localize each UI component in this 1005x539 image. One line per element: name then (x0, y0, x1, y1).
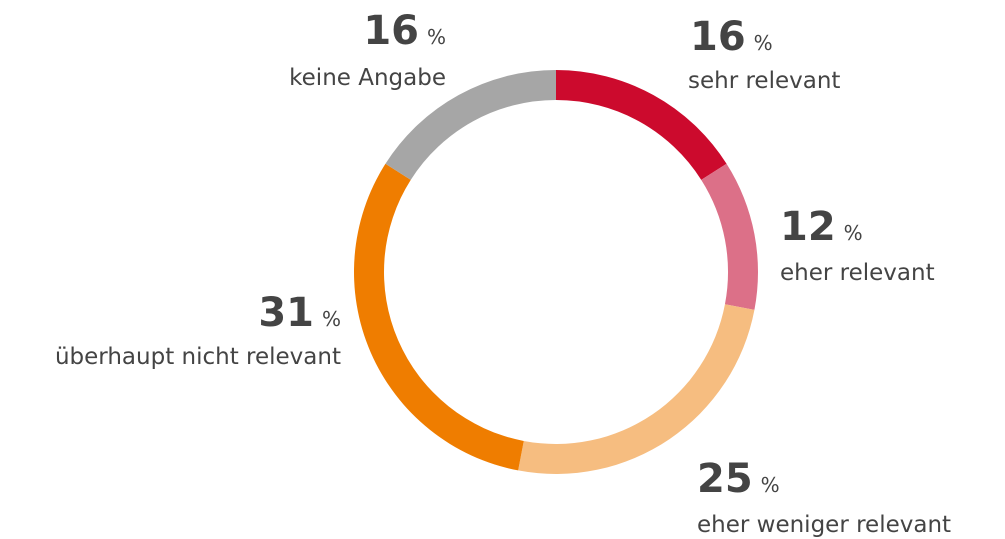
category-label: überhaupt nicht relevant (55, 344, 341, 370)
donut-segment (385, 70, 556, 180)
value-label: 12% (780, 204, 863, 250)
value-number: 16 (363, 8, 419, 54)
value-unit: % (844, 221, 863, 245)
value-label: 25% (697, 456, 780, 502)
donut-segment (556, 70, 727, 180)
value-label: 16% (363, 8, 446, 54)
category-label: eher weniger relevant (697, 512, 951, 538)
value-unit: % (754, 31, 773, 55)
value-unit: % (427, 25, 446, 49)
value-unit: % (761, 473, 780, 497)
value-label: 31% (258, 290, 341, 336)
value-number: 16 (690, 14, 746, 60)
category-label: eher relevant (780, 260, 935, 286)
category-label: keine Angabe (289, 65, 446, 91)
donut-segment (354, 163, 524, 471)
donut-segment (701, 163, 758, 310)
value-unit: % (322, 307, 341, 331)
donut-segment (518, 304, 755, 474)
value-number: 25 (697, 456, 753, 502)
value-label: 16% (690, 14, 773, 60)
category-label: sehr relevant (688, 68, 840, 94)
value-number: 31 (258, 290, 314, 336)
value-number: 12 (780, 204, 836, 250)
